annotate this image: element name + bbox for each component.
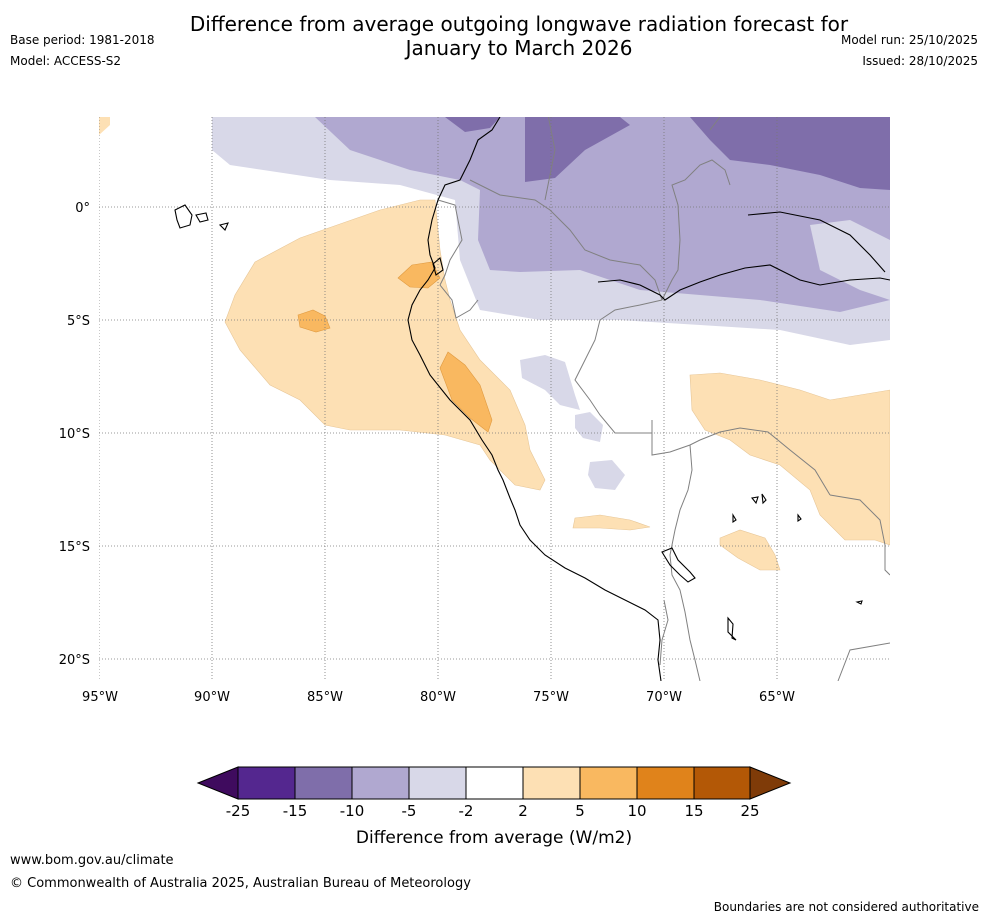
title-line-1: Difference from average outgoing longwav…: [189, 12, 849, 36]
coastlines: [174, 117, 890, 681]
cb-tick: 5: [575, 802, 585, 820]
issued-date: Issued: 28/10/2025: [862, 54, 978, 68]
lat-label-0: 0°: [75, 201, 90, 216]
colorbar-segment-10-15: [636, 766, 695, 800]
colorbar-segment-5-10: [579, 766, 638, 800]
footer-disclaimer: Boundaries are not considered authoritat…: [713, 900, 979, 914]
cb-tick: -5: [402, 802, 417, 820]
anomaly-region-neg2-5-blob1: [520, 355, 580, 410]
cb-tick: 2: [518, 802, 528, 820]
cb-tick: -15: [283, 802, 308, 820]
title-line-2: January to March 2026: [405, 36, 633, 60]
lat-label-20s: 20°S: [59, 653, 90, 668]
colorbar-segment-15-25: [693, 766, 751, 800]
colorbar-segment-2-5: [522, 766, 581, 800]
colorbar-segment-neg2-2: [465, 766, 524, 800]
anomaly-region-pos5-10-1: [439, 351, 493, 433]
cb-tick: 10: [627, 802, 646, 820]
footer-copyright: © Commonwealth of Australia 2025, Austra…: [10, 876, 471, 891]
colorbar: [196, 766, 792, 800]
meta-right: Model run: 25/10/2025 Issued: 28/10/2025: [841, 33, 978, 75]
lon-label-70w: 70°W: [646, 690, 682, 705]
anomaly-region-neg2-5-blob2: [575, 412, 603, 442]
cb-tick: -10: [340, 802, 365, 820]
anomaly-region-pos2-5-top: [99, 117, 110, 135]
lon-label-80w: 80°W: [420, 690, 456, 705]
base-period: Base period: 1981-2018: [10, 33, 155, 47]
lat-label-10s: 10°S: [59, 427, 90, 442]
anomaly-region-pos2-5-small2: [719, 529, 781, 571]
colorbar-extend-high: [749, 766, 792, 800]
map-plot-area: [99, 117, 890, 681]
colorbar-segment-neg5-neg2: [408, 766, 467, 800]
model-run: Model run: 25/10/2025: [840, 33, 978, 47]
cb-tick: -25: [226, 802, 251, 820]
cb-tick: 25: [740, 802, 759, 820]
lon-label-85w: 85°W: [307, 690, 343, 705]
cb-tick: -2: [459, 802, 474, 820]
lon-label-65w: 65°W: [759, 690, 795, 705]
anomaly-region-neg10-15-east: [690, 117, 890, 190]
lon-label-90w: 90°W: [194, 690, 230, 705]
footer-url[interactable]: www.bom.gov.au/climate: [10, 853, 174, 868]
colorbar-segment-neg10-neg5: [351, 766, 410, 800]
colorbar-segment-neg25-neg15: [237, 766, 296, 800]
anomaly-region-pos2-5-east: [689, 372, 890, 546]
anomaly-region-neg2-5-east: [810, 220, 890, 300]
cb-tick: 15: [684, 802, 703, 820]
anomaly-region-neg2-5-blob3: [588, 460, 625, 490]
colorbar-label: Difference from average (W/m2): [356, 828, 632, 848]
country-borders: [437, 117, 890, 681]
anomaly-region-pos5-10-3: [297, 309, 331, 333]
anomaly-region-neg10-15-small: [445, 117, 500, 132]
lat-label-15s: 15°S: [59, 540, 90, 555]
colorbar-segment-neg15-neg10: [294, 766, 353, 800]
anomaly-region-neg5-10: [315, 117, 890, 312]
colorbar-extend-low: [196, 766, 239, 800]
lat-label-5s: 5°S: [67, 314, 90, 329]
map-title: Difference from average outgoing longwav…: [0, 12, 988, 60]
anomaly-region-pos2-5-small1: [572, 514, 651, 531]
model-name: Model: ACCESS-S2: [10, 54, 122, 68]
meta-left: Base period: 1981-2018 Model: ACCESS-S2: [10, 33, 155, 75]
lon-label-95w: 95°W: [82, 690, 118, 705]
anomaly-region-pos5-10-2: [397, 261, 441, 289]
lon-label-75w: 75°W: [533, 690, 569, 705]
colorbar-ticks: -25 -15 -10 -5 -2 2 5 10 15 25: [226, 802, 760, 820]
anomaly-region-pos2-5-coast: [224, 199, 546, 491]
